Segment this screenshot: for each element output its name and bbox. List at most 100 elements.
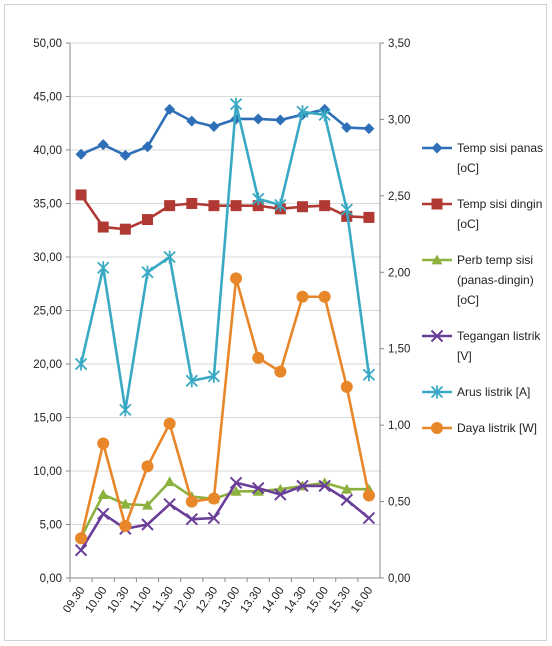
y-right-tick-label: 2,00 xyxy=(388,267,410,279)
legend-label: Temp sisi panas xyxy=(457,141,543,155)
data-point xyxy=(318,108,331,122)
data-point xyxy=(119,403,132,417)
x-tick-label: 12.30 xyxy=(194,585,220,615)
data-point xyxy=(252,481,265,495)
data-point xyxy=(230,272,243,285)
legend-label: [oC] xyxy=(457,161,479,175)
data-point xyxy=(74,543,88,557)
legend-label: [oC] xyxy=(457,293,479,307)
data-point xyxy=(362,489,375,502)
y-right-tick-label: 3,00 xyxy=(388,114,410,126)
data-point xyxy=(229,97,243,111)
x-tick-label: 10.30 xyxy=(105,585,131,615)
legend-item: Tegangan listrik [V] xyxy=(422,329,541,363)
data-point xyxy=(163,250,176,264)
data-point xyxy=(207,369,221,383)
legend-item: Daya listrik [W] xyxy=(422,421,537,435)
y-right-tick-label: 3,50 xyxy=(388,38,410,50)
legend-label: (panas-dingin) xyxy=(457,273,534,287)
legend-item: Arus listrik [A] xyxy=(422,385,530,399)
data-point xyxy=(341,483,353,494)
data-point xyxy=(252,113,264,125)
data-point xyxy=(208,200,220,212)
x-tick-label: 10.00 xyxy=(83,585,109,615)
y-left-tick-label: 45,00 xyxy=(33,92,62,104)
data-point xyxy=(252,351,265,364)
x-tick-label: 16.00 xyxy=(349,585,375,615)
data-point xyxy=(340,493,353,507)
data-point xyxy=(74,357,88,371)
data-point xyxy=(319,200,331,212)
data-point xyxy=(186,115,198,127)
data-point xyxy=(119,149,131,161)
data-point xyxy=(208,120,220,132)
data-point xyxy=(363,123,375,135)
data-point xyxy=(186,198,198,209)
data-point xyxy=(362,511,376,525)
data-point xyxy=(341,122,353,134)
y-right-tick-label: 1,00 xyxy=(388,420,410,432)
series-line xyxy=(79,481,370,551)
data-point xyxy=(75,148,87,160)
data-point xyxy=(252,200,264,212)
data-point xyxy=(230,200,242,212)
data-point xyxy=(97,261,110,275)
legend-marker xyxy=(431,422,443,434)
data-point xyxy=(119,498,131,509)
legend-marker xyxy=(430,385,444,399)
y-left-tick-label: 35,00 xyxy=(33,199,62,211)
data-point xyxy=(207,511,221,525)
data-point xyxy=(230,485,242,496)
data-point xyxy=(75,189,87,201)
data-point xyxy=(97,437,110,450)
data-point xyxy=(318,479,331,493)
data-point xyxy=(142,141,153,153)
data-point xyxy=(296,290,309,303)
legend-label: [V] xyxy=(457,349,472,363)
data-point xyxy=(252,485,264,496)
y-axis-left: 0,00 5,00 10,00 15,00 20,00 25,00 30,00 35,00 40… xyxy=(33,38,71,585)
y-left-tick-label: 25,00 xyxy=(33,306,62,318)
data-point xyxy=(229,476,243,489)
data-point xyxy=(274,365,287,378)
y-left-tick-label: 0,00 xyxy=(40,573,62,585)
data-point xyxy=(97,489,109,499)
data-point xyxy=(141,460,154,473)
data-point xyxy=(142,214,153,226)
data-point xyxy=(164,103,176,115)
data-point xyxy=(185,512,198,526)
data-point xyxy=(340,380,353,393)
y-left-tick-label: 20,00 xyxy=(33,359,62,371)
data-point xyxy=(141,265,154,279)
y-left-tick-label: 50,00 xyxy=(33,38,62,50)
series-5 xyxy=(75,272,375,545)
x-tick-label: 09.30 xyxy=(61,585,87,615)
legend-marker xyxy=(430,329,444,343)
data-point xyxy=(274,114,286,126)
legend-label: [oC] xyxy=(457,217,479,231)
y-left-tick-label: 10,00 xyxy=(33,466,62,478)
y-right-tick-label: 0,50 xyxy=(388,497,410,509)
data-point xyxy=(297,201,308,213)
data-point xyxy=(164,200,176,212)
y-right-tick-label: 0,00 xyxy=(388,573,410,585)
data-point xyxy=(274,488,287,501)
data-point xyxy=(185,495,198,508)
legend-label: Temp sisi dingin xyxy=(457,197,542,211)
data-point xyxy=(363,211,375,223)
series-line xyxy=(79,102,371,412)
data-point xyxy=(164,476,176,487)
series-4 xyxy=(74,97,376,417)
y-right-tick-label: 1,50 xyxy=(388,344,410,356)
series-3 xyxy=(74,476,376,557)
data-point xyxy=(97,507,110,521)
legend-marker xyxy=(431,254,443,265)
x-tick-label: 12.00 xyxy=(172,585,198,615)
legend-label: Arus listrik [A] xyxy=(457,385,530,399)
y-left-tick-label: 40,00 xyxy=(33,145,62,157)
y-left-tick-label: 15,00 xyxy=(33,413,62,425)
series-lines xyxy=(74,97,376,557)
y-right-tick-label: 2,50 xyxy=(388,191,410,203)
x-tick-label: 13.30 xyxy=(238,585,264,615)
